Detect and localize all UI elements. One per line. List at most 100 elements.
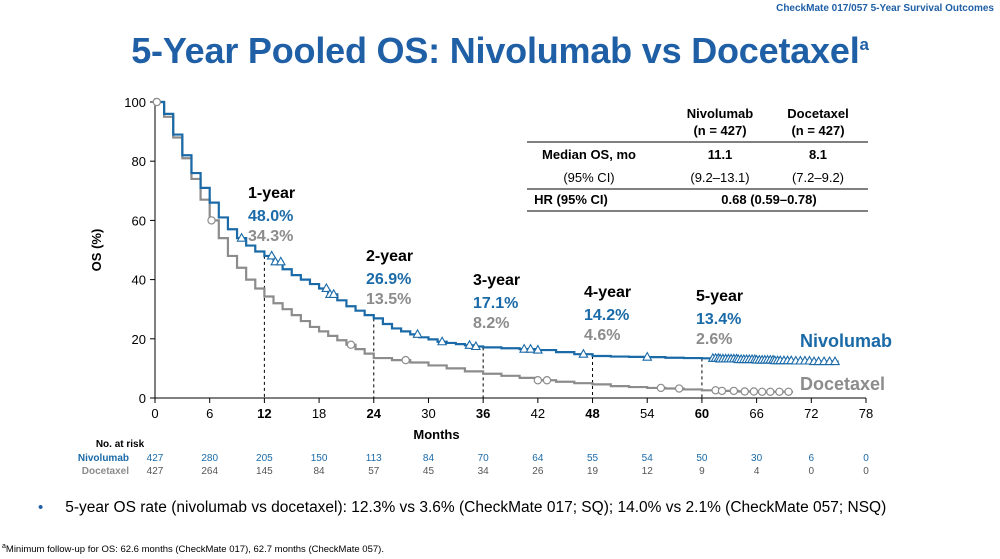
docetaxel-censor-marker bbox=[775, 387, 784, 396]
nivolumab-censor-marker bbox=[642, 351, 653, 361]
bullet-text: 5-year OS rate (nivolumab vs docetaxel):… bbox=[65, 499, 887, 516]
x-tick-label: 12 bbox=[257, 406, 271, 421]
x-tick-label: 72 bbox=[804, 406, 818, 421]
landmark-label: 2-year bbox=[366, 248, 413, 265]
landmark-label: 3-year bbox=[473, 272, 520, 289]
y-tick-label: 0 bbox=[139, 391, 146, 406]
docetaxel-censor-marker bbox=[346, 340, 356, 349]
summary-cell: 8.1 bbox=[809, 147, 827, 162]
risk-cell: 145 bbox=[256, 466, 273, 477]
docetaxel-censor-marker bbox=[152, 97, 162, 107]
risk-cell: 6 bbox=[809, 453, 815, 464]
x-tick-label: 24 bbox=[367, 406, 382, 421]
nivolumab-censor-marker bbox=[321, 282, 332, 293]
landmark-label: 1-year bbox=[248, 185, 295, 202]
landmark-docetaxel-value: 2.6% bbox=[696, 331, 732, 348]
risk-cell: 12 bbox=[642, 466, 654, 477]
summary-row-label: (95% CI) bbox=[563, 170, 614, 185]
nivolumab-censor-marker bbox=[436, 336, 448, 346]
landmark-nivolumab-value: 48.0% bbox=[248, 208, 293, 225]
docetaxel-censor-marker bbox=[207, 216, 216, 225]
x-tick-label: 60 bbox=[695, 406, 709, 421]
risk-cell: 9 bbox=[699, 466, 705, 477]
landmark-label: 5-year bbox=[696, 288, 743, 305]
nivolumab-censor-marker bbox=[266, 250, 277, 260]
risk-cell: 205 bbox=[256, 453, 273, 464]
x-tick-label: 78 bbox=[859, 406, 873, 421]
risk-cell: 54 bbox=[642, 453, 654, 464]
docetaxel-censor-marker bbox=[766, 387, 775, 396]
header-tag: CheckMate 017/057 5-Year Survival Outcom… bbox=[776, 3, 994, 14]
y-tick-label: 40 bbox=[132, 273, 146, 288]
risk-cell: 264 bbox=[201, 466, 218, 477]
risk-cell: 45 bbox=[423, 466, 435, 477]
slide-title-text: 5-Year Pooled OS: Nivolumab vs Docetaxel bbox=[131, 30, 860, 71]
nivolumab-censor-marker bbox=[236, 232, 247, 242]
landmark-label: 4-year bbox=[584, 284, 631, 301]
docetaxel-censor-marker bbox=[729, 386, 739, 396]
nivolumab-censor-marker bbox=[412, 328, 423, 338]
summary-cell: (7.2–9.2) bbox=[792, 170, 844, 185]
bullet-line: • 5-year OS rate (nivolumab vs docetaxel)… bbox=[38, 499, 886, 517]
risk-cell: 150 bbox=[311, 453, 328, 464]
x-tick-label: 66 bbox=[749, 406, 763, 421]
docetaxel-censor-marker bbox=[740, 387, 749, 396]
landmark-docetaxel-value: 4.6% bbox=[584, 327, 620, 344]
risk-cell: 50 bbox=[696, 453, 708, 464]
summary-row-label: Median OS, mo bbox=[542, 147, 636, 162]
docetaxel-censor-marker bbox=[656, 383, 666, 393]
summary-col2-n: (n = 427) bbox=[791, 123, 844, 138]
docetaxel-censor-marker bbox=[533, 376, 543, 385]
landmark-nivolumab-value: 17.1% bbox=[473, 295, 518, 312]
landmark-docetaxel-value: 8.2% bbox=[473, 315, 509, 332]
landmark-nivolumab-value: 13.4% bbox=[696, 311, 741, 328]
landmark-nivolumab-value: 14.2% bbox=[584, 307, 629, 324]
nivolumab-censor-marker bbox=[328, 288, 339, 298]
x-tick-label: 54 bbox=[640, 406, 654, 421]
risk-cell: 19 bbox=[587, 466, 599, 477]
risk-cell: 0 bbox=[809, 466, 815, 477]
slide-title: 5-Year Pooled OS: Nivolumab vs Docetaxel… bbox=[0, 30, 1000, 72]
nivolumab-censor-marker bbox=[532, 344, 543, 354]
risk-cell: 57 bbox=[368, 466, 380, 477]
docetaxel-censor-marker bbox=[784, 387, 793, 396]
docetaxel-censor-marker bbox=[757, 387, 767, 396]
y-tick-label: 80 bbox=[132, 154, 146, 169]
y-tick-label: 20 bbox=[132, 332, 146, 347]
risk-cell: 427 bbox=[147, 453, 164, 464]
y-tick-label: 60 bbox=[132, 213, 146, 228]
summary-cell: (9.2–13.1) bbox=[690, 170, 749, 185]
footnote-superscript: a bbox=[2, 543, 6, 550]
x-tick-label: 30 bbox=[421, 406, 435, 421]
risk-cell: 30 bbox=[751, 453, 763, 464]
docetaxel-censor-marker bbox=[674, 384, 684, 393]
x-axis-label: Months bbox=[413, 427, 459, 442]
bullet-marker: • bbox=[38, 499, 44, 516]
nivolumab-censor-marker bbox=[519, 343, 530, 353]
nivolumab-curve-label: Nivolumab bbox=[800, 331, 892, 351]
landmark-docetaxel-value: 34.3% bbox=[248, 228, 293, 245]
x-tick-label: 42 bbox=[531, 406, 545, 421]
nivolumab-censor-marker bbox=[578, 348, 589, 358]
summary-hr-label: HR (95% CI) bbox=[534, 192, 608, 207]
nivolumab-censor-marker bbox=[470, 340, 481, 351]
risk-row-label-docetaxel: Docetaxel bbox=[82, 466, 129, 477]
docetaxel-censor-marker bbox=[401, 355, 410, 365]
nivolumab-censor-marker bbox=[275, 256, 286, 266]
docetaxel-censor-marker bbox=[717, 386, 727, 396]
risk-cell: 427 bbox=[147, 466, 164, 477]
risk-cell: 26 bbox=[532, 466, 544, 477]
risk-table-title: No. at risk bbox=[96, 439, 145, 450]
landmark-nivolumab-value: 26.9% bbox=[366, 271, 411, 288]
risk-cell: 84 bbox=[423, 453, 435, 464]
summary-col2-title: Docetaxel bbox=[787, 106, 848, 121]
risk-cell: 4 bbox=[754, 466, 760, 477]
summary-hr-value: 0.68 (0.59–0.78) bbox=[721, 192, 816, 207]
risk-cell: 64 bbox=[532, 453, 544, 464]
risk-cell: 55 bbox=[587, 453, 599, 464]
x-tick-label: 48 bbox=[585, 406, 599, 421]
series-line-docetaxel bbox=[155, 100, 794, 393]
title-superscript: a bbox=[859, 35, 869, 54]
risk-cell: 280 bbox=[201, 453, 218, 464]
